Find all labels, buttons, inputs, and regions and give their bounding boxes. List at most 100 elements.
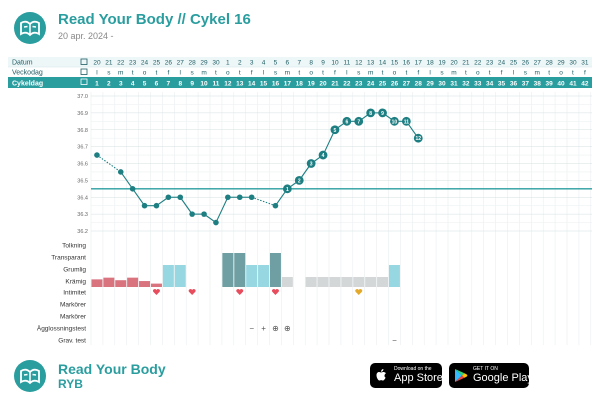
- app-store-button[interactable]: Download on the App Store: [370, 363, 443, 388]
- weekday-cell: t: [215, 70, 217, 77]
- weekday-cell: t: [382, 70, 384, 77]
- bleeding-bar: [115, 280, 127, 287]
- date-cell: 9: [321, 60, 325, 67]
- pregnancy-test-symbol: −: [392, 336, 397, 345]
- temp-point: [282, 184, 292, 194]
- cycleday-cell: 40: [557, 81, 565, 88]
- google-play-button[interactable]: GET IT ON Google Play: [449, 363, 533, 388]
- date-cell: 10: [331, 60, 339, 67]
- calendar-icon: [80, 68, 88, 75]
- weekday-cell: t: [298, 70, 300, 77]
- date-cell: 24: [498, 60, 506, 67]
- obs-label: Krämig: [65, 279, 86, 286]
- weekday-cell: t: [548, 70, 550, 77]
- cycleday-cell: 3: [119, 81, 123, 88]
- date-cell: 4: [262, 60, 266, 67]
- book-icon: [20, 368, 40, 385]
- temp-point: [342, 116, 352, 126]
- cycleday-row-label: Cykeldag: [12, 81, 43, 88]
- weekday-cell: s: [440, 70, 444, 77]
- ovulation-test-symbol: ⊕: [272, 324, 279, 333]
- cycleday-cell: 4: [131, 81, 135, 88]
- weekday-cell: f: [584, 70, 586, 77]
- temp-point: [201, 211, 207, 217]
- mucus-bar: [222, 253, 234, 287]
- weekday-cell: f: [334, 70, 336, 77]
- temp-tick-label: 37.0: [77, 94, 88, 100]
- bleeding-bar: [127, 277, 139, 287]
- temp-tick-label: 36.4: [77, 195, 88, 201]
- cycleday-cell: 15: [260, 81, 268, 88]
- cycleday-cell: 42: [581, 81, 589, 88]
- cycleday-cell: 1: [95, 81, 99, 88]
- calendar-icon: [80, 58, 88, 65]
- weekday-cell: l: [180, 70, 182, 77]
- weekday-cell: t: [405, 70, 407, 77]
- cycleday-cell: 11: [213, 81, 220, 88]
- temp-point: [366, 108, 376, 118]
- date-cell: 23: [486, 60, 494, 67]
- date-cell: 19: [438, 60, 446, 67]
- temp-point-label: 8: [369, 111, 372, 117]
- date-cell: 12: [355, 60, 363, 67]
- book-icon: [20, 20, 40, 37]
- bleeding-bar: [150, 283, 162, 287]
- weekday-cell: t: [239, 70, 241, 77]
- weekday-cell: t: [132, 70, 134, 77]
- date-cell: 22: [117, 60, 125, 67]
- cycleday-cell: 25: [379, 81, 387, 88]
- temp-tick-label: 36.9: [77, 111, 88, 117]
- mucus-bar: [281, 277, 293, 287]
- page-subtitle: 20 apr. 2024 -: [58, 31, 114, 41]
- temp-line-segment: [322, 129, 336, 156]
- cycleday-cell: 35: [498, 81, 506, 88]
- date-cell: 7: [297, 60, 301, 67]
- temp-point: [165, 194, 172, 201]
- weekday-row-label: Veckodag: [12, 70, 43, 77]
- temp-point: [354, 116, 364, 126]
- temp-line-segment: [132, 188, 145, 207]
- date-row-label: Datum: [12, 60, 33, 67]
- temp-point: [378, 108, 387, 118]
- obs-label: Tolkning: [62, 243, 86, 250]
- weekday-cell: f: [417, 70, 419, 77]
- cycleday-cell: 10: [200, 81, 208, 88]
- weekday-cell: o: [393, 70, 397, 77]
- temp-tick-label: 36.6: [77, 162, 88, 168]
- weekday-cell: m: [451, 70, 456, 77]
- mucus-bar: [341, 277, 353, 287]
- cycleday-cell: 36: [510, 81, 518, 88]
- weekday-cell: o: [143, 70, 147, 77]
- date-cell: 15: [391, 60, 399, 67]
- cycleday-cell: 37: [522, 81, 530, 88]
- cycleday-cell: 17: [284, 81, 292, 88]
- weekday-cell: f: [501, 70, 503, 77]
- temp-line-segment: [96, 154, 122, 173]
- temp-point: [390, 116, 399, 126]
- weekday-cell: m: [201, 70, 206, 77]
- heart-icon: [272, 289, 279, 295]
- app-logo: [14, 12, 46, 44]
- temp-point: [401, 116, 411, 126]
- weekday-cell: l: [346, 70, 348, 77]
- temp-point: [177, 194, 184, 201]
- temp-point: [225, 194, 231, 201]
- mucus-bar: [258, 265, 270, 287]
- cycleday-cell: 16: [272, 81, 280, 88]
- temp-tick-label: 36.2: [77, 229, 88, 235]
- date-cell: 29: [557, 60, 565, 67]
- cycleday-cell: 38: [534, 81, 542, 88]
- cycleday-cell: 22: [343, 81, 351, 88]
- temp-point: [129, 186, 136, 192]
- date-cell: 26: [165, 60, 173, 67]
- heart-icon: [188, 289, 196, 295]
- temp-point-label: 10: [392, 119, 398, 125]
- date-cell: 27: [534, 60, 542, 67]
- cycleday-cell: 18: [296, 81, 304, 88]
- temp-point: [330, 125, 340, 135]
- date-cell: 20: [93, 60, 101, 67]
- weekday-cell: t: [489, 70, 491, 77]
- weekday-cell: m: [285, 70, 290, 77]
- weekday-cell: m: [118, 70, 123, 77]
- cycleday-cell: 7: [167, 81, 171, 88]
